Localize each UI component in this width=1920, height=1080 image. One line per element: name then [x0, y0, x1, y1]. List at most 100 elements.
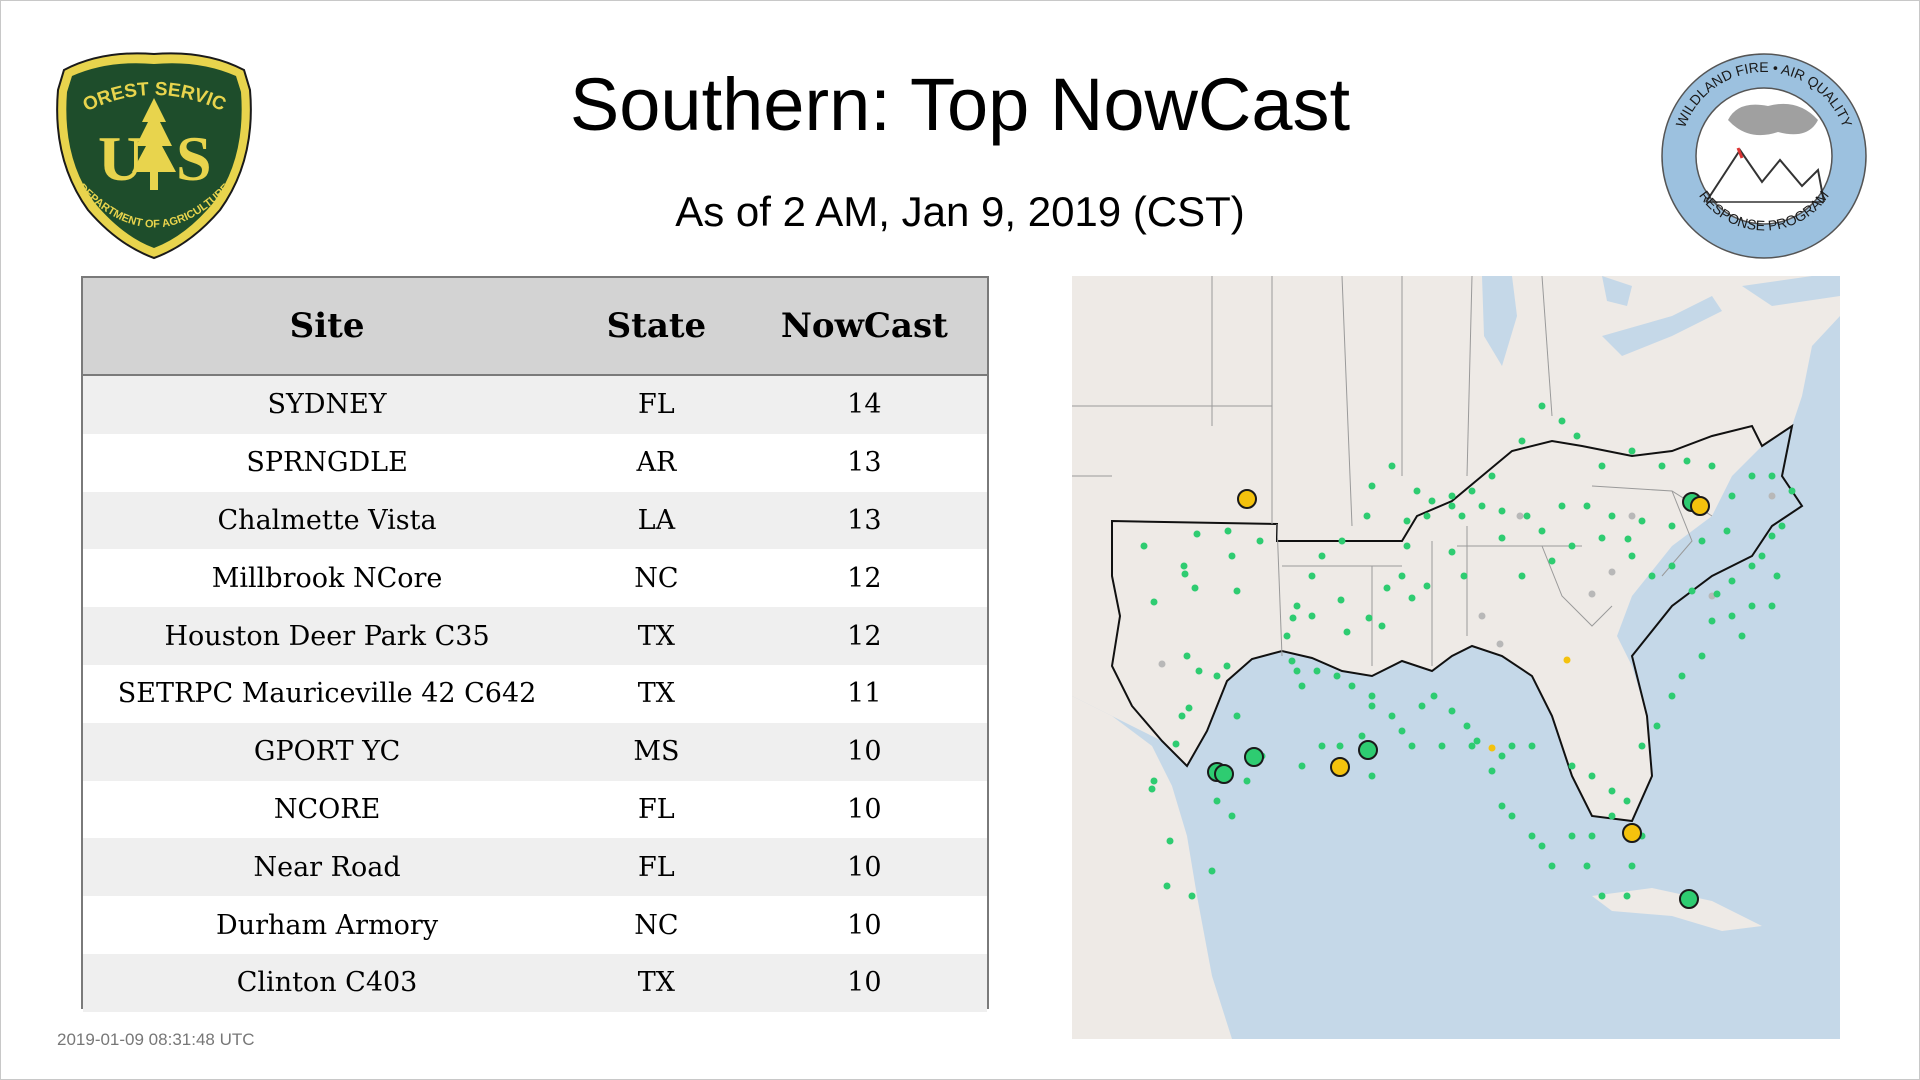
monitor-dot [1608, 568, 1616, 576]
cell-site: SETRPC Mauriceville 42 C642 [83, 664, 572, 723]
monitor-dot [1183, 652, 1191, 660]
cell-site: NCORE [83, 780, 572, 839]
monitor-dot [1150, 598, 1158, 606]
table-row: Houston Deer Park C35 TX 12 [83, 607, 987, 665]
cell-state: FL [571, 780, 742, 839]
page-subtitle: As of 2 AM, Jan 9, 2019 (CST) [675, 188, 1245, 235]
monitor-dot [1208, 867, 1216, 875]
monitor-dot [1588, 832, 1596, 840]
monitor-dot [1418, 702, 1426, 710]
monitor-dot [1244, 747, 1264, 767]
monitor-dot [1768, 532, 1776, 540]
table-row: Near Road FL 10 [83, 838, 987, 897]
monitor-dot [1336, 742, 1344, 750]
monitor-dot [1150, 777, 1158, 785]
monitor-dot [1430, 692, 1438, 700]
monitor-dot [1448, 548, 1456, 556]
monitor-map [1072, 276, 1840, 1039]
monitor-dot [1243, 777, 1251, 785]
column-header-site: Site [83, 278, 572, 376]
monitor-dot [1788, 487, 1796, 495]
monitor-dot [1518, 437, 1526, 445]
monitor-dot [1583, 502, 1591, 510]
monitor-dot [1748, 602, 1756, 610]
cell-nowcast: 13 [741, 491, 987, 550]
table-header-row: Site State NowCast [83, 278, 987, 376]
mexico-land [1072, 696, 1232, 1039]
monitor-dot [1508, 742, 1516, 750]
monitor-dot [1343, 628, 1351, 636]
monitor-dot [1678, 672, 1686, 680]
monitor-dot [1283, 632, 1291, 640]
cell-state: FL [571, 838, 742, 897]
monitor-dot [1588, 772, 1596, 780]
monitor-dot [1338, 537, 1346, 545]
monitor-dot [1488, 744, 1496, 752]
monitor-dot [1428, 497, 1436, 505]
monitor-dot [1728, 612, 1736, 620]
generated-timestamp: 2019-01-09 08:31:48 UTC [57, 1030, 255, 1049]
cell-site: GPORT YC [83, 722, 572, 781]
monitor-dot [1363, 512, 1371, 520]
monitor-dot [1496, 640, 1504, 648]
monitor-dot [1368, 692, 1376, 700]
monitor-dot [1648, 572, 1656, 580]
monitor-dot [1628, 512, 1636, 520]
monitor-dot [1193, 530, 1201, 538]
state-borders [1072, 276, 1713, 666]
monitor-dot [1738, 632, 1746, 640]
cell-site: Chalmette Vista [83, 491, 572, 550]
monitor-dot [1728, 577, 1736, 585]
cell-site: Clinton C403 [83, 953, 572, 1012]
monitor-dot [1528, 832, 1536, 840]
cell-nowcast: 13 [741, 433, 987, 492]
monitor-dot [1388, 462, 1396, 470]
monitor-dot [1624, 535, 1632, 543]
monitor-dot [1368, 482, 1376, 490]
monitor-dot [1568, 542, 1576, 550]
monitor-dot [1558, 502, 1566, 510]
lake-erie [1602, 296, 1722, 356]
cell-state: AR [571, 433, 742, 492]
monitor-dot [1333, 672, 1341, 680]
monitor-dot [1158, 660, 1166, 668]
monitor-dot [1403, 542, 1411, 550]
monitor-dot [1413, 487, 1421, 495]
monitor-dot [1224, 527, 1232, 535]
monitor-dot [1758, 552, 1766, 560]
monitor-dot [1378, 622, 1386, 630]
monitor-dot [1228, 812, 1236, 820]
monitor-dot [1679, 889, 1699, 909]
monitor-dot [1448, 502, 1456, 510]
table-row: SETRPC Mauriceville 42 C642 TX 11 [83, 664, 987, 723]
monitor-dot [1528, 742, 1536, 750]
monitor-dot [1368, 702, 1376, 710]
monitor-dot [1163, 882, 1171, 890]
monitor-dot [1181, 570, 1189, 578]
monitor-dot [1313, 667, 1321, 675]
monitor-dot [1172, 740, 1180, 748]
monitor-dot [1448, 492, 1456, 500]
monitor-dot [1708, 617, 1716, 625]
cell-nowcast: 11 [741, 664, 987, 723]
cell-state: TX [571, 664, 742, 723]
cell-site: SYDNEY [83, 375, 572, 434]
monitor-dot [1638, 742, 1646, 750]
cell-nowcast: 14 [741, 375, 987, 434]
monitor-dot [1622, 823, 1642, 843]
monitor-dot [1573, 432, 1581, 440]
cell-state: FL [571, 375, 742, 434]
monitor-dot [1318, 552, 1326, 560]
monitor-dot [1583, 862, 1591, 870]
monitor-dot [1408, 594, 1416, 602]
column-header-nowcast: NowCast [741, 278, 987, 376]
monitor-dot [1498, 752, 1506, 760]
cell-state: TX [571, 607, 742, 665]
monitor-dot [1768, 472, 1776, 480]
monitor-dot [1773, 572, 1781, 580]
monitor-dot [1608, 512, 1616, 520]
monitor-dot [1463, 722, 1471, 730]
monitor-dot [1423, 582, 1431, 590]
monitor-dot [1473, 737, 1481, 745]
monitor-dot [1398, 727, 1406, 735]
